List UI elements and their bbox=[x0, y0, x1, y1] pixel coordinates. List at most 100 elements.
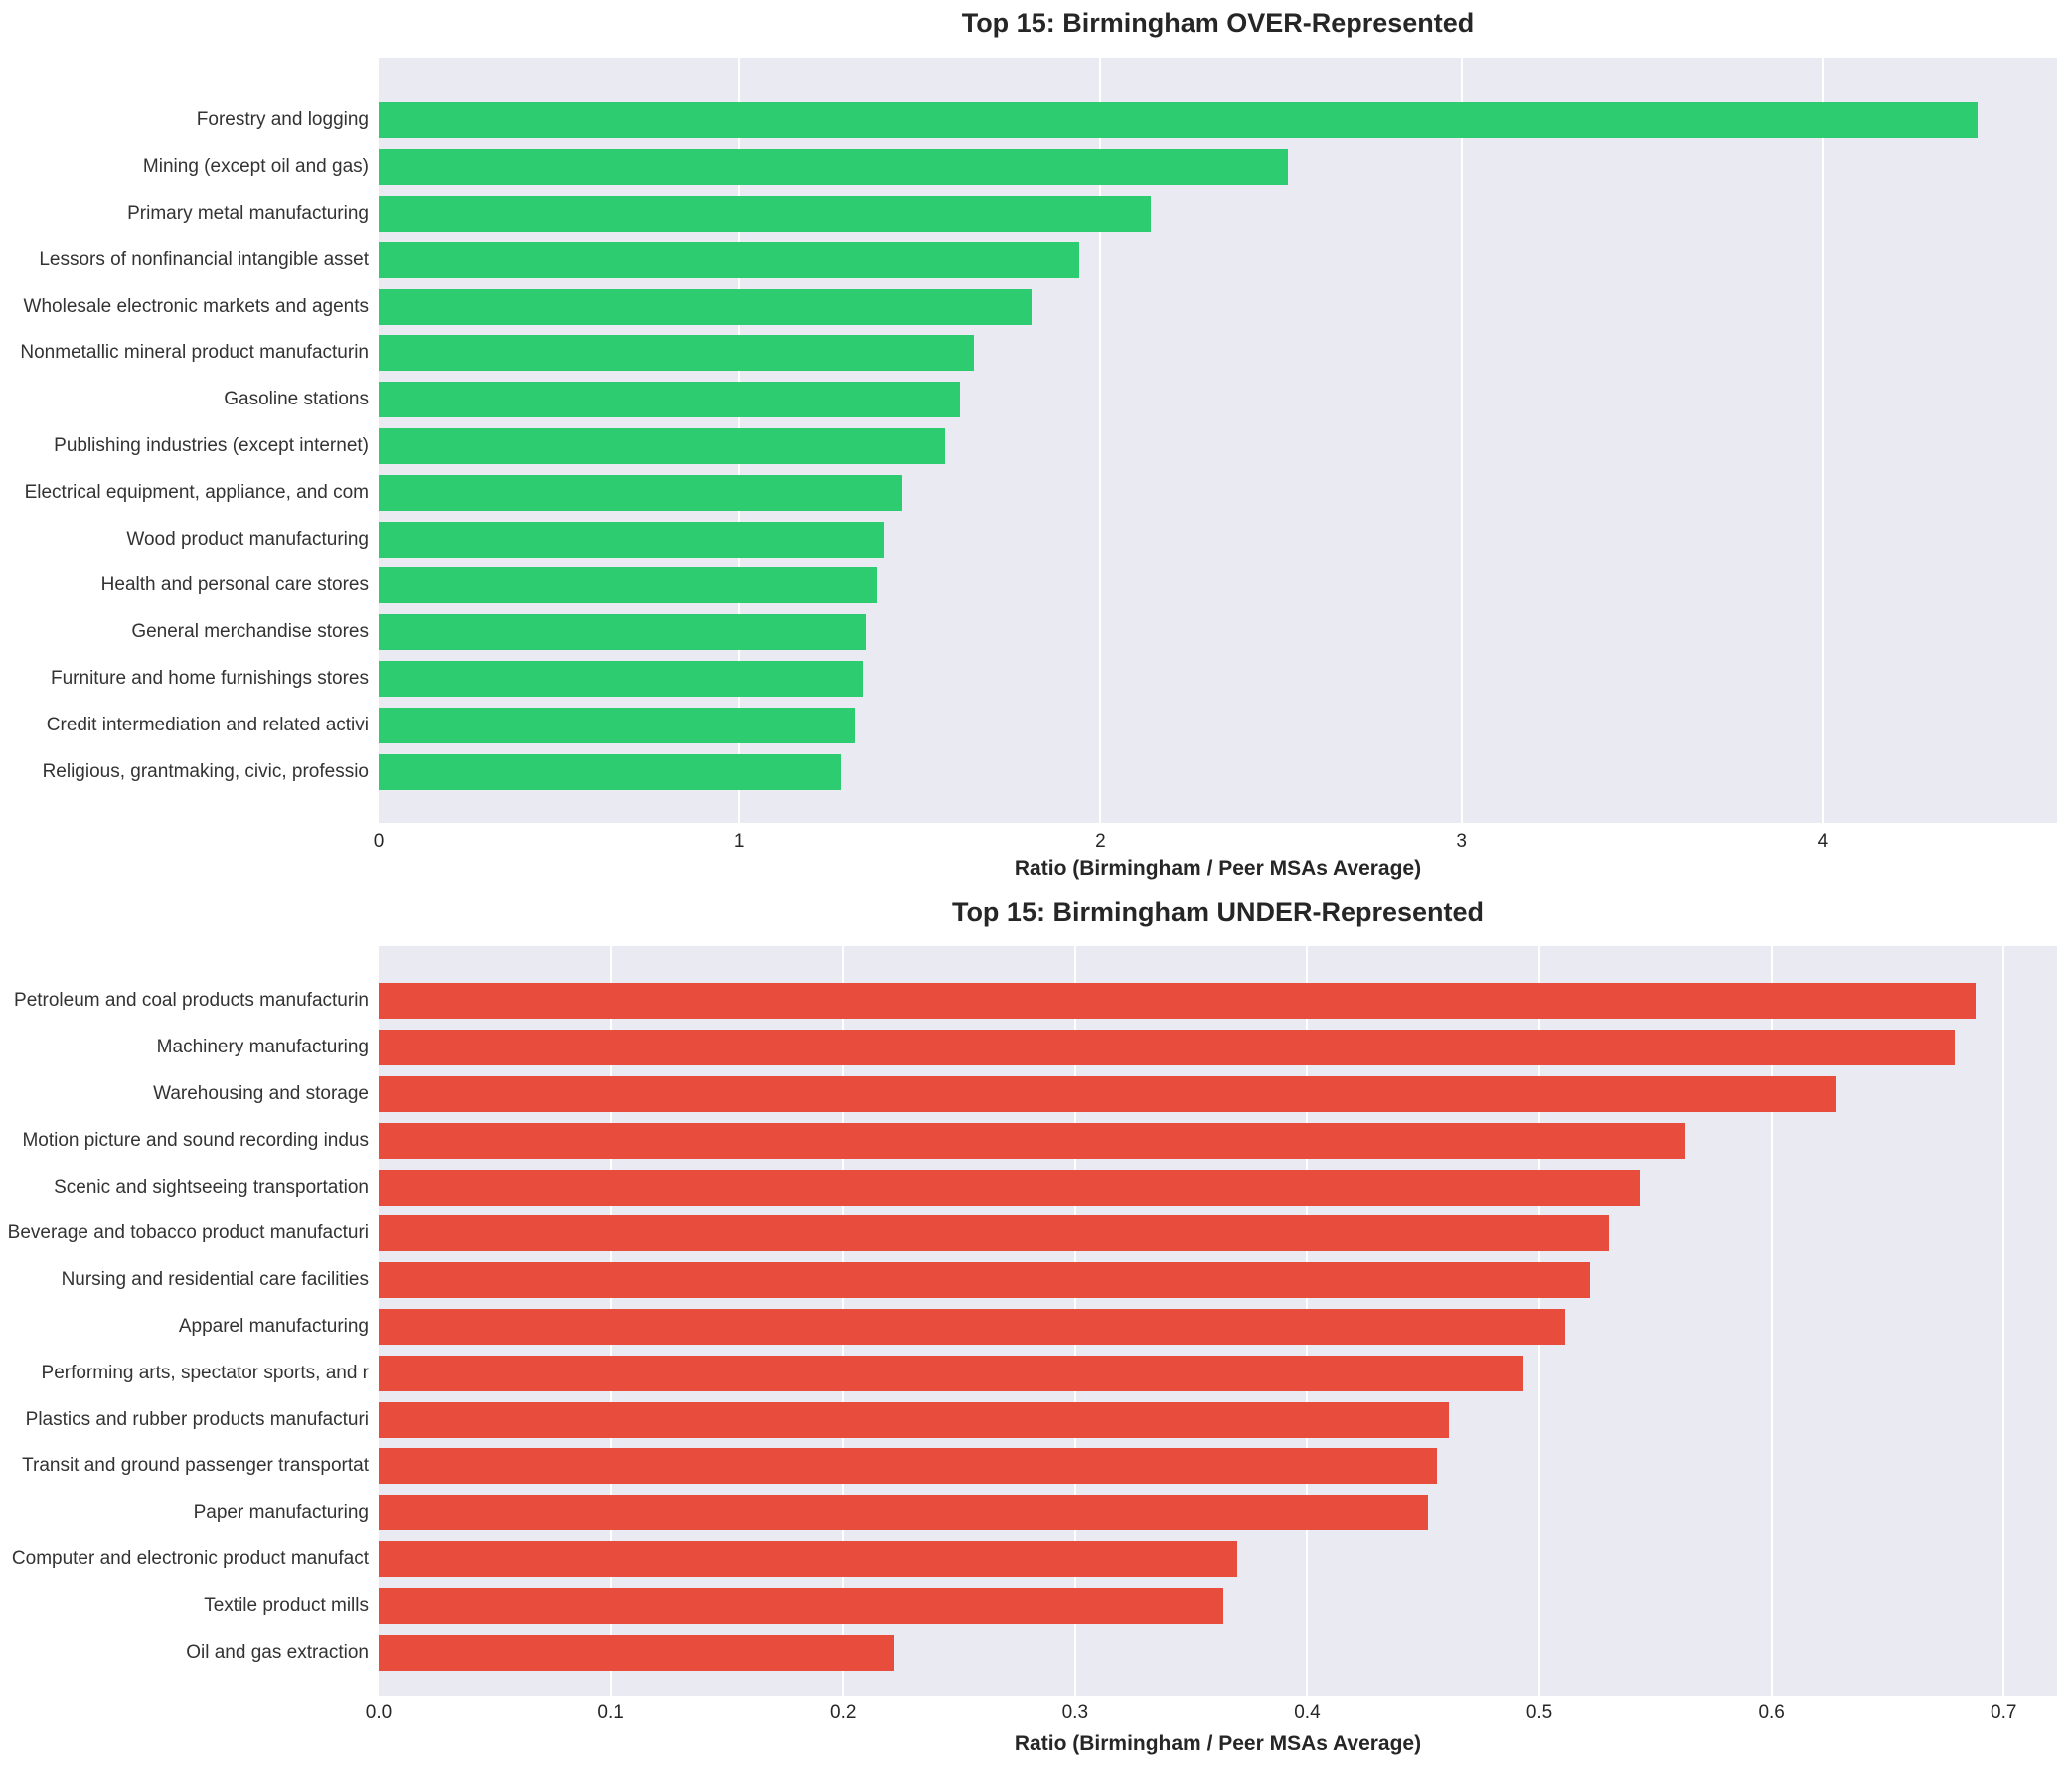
bar-track bbox=[379, 1350, 2057, 1396]
bar bbox=[379, 474, 902, 511]
bar-row: Lessors of nonfinancial intangible asset bbox=[0, 237, 2057, 283]
bar-row: Wholesale electronic markets and agents bbox=[0, 283, 2057, 330]
category-label: Oil and gas extraction bbox=[186, 1641, 369, 1663]
bar-track bbox=[379, 563, 2057, 609]
bar-row: Credit intermediation and related activi bbox=[0, 702, 2057, 748]
bar-row: Apparel manufacturing bbox=[0, 1304, 2057, 1351]
bar-track bbox=[379, 191, 2057, 238]
bar bbox=[379, 1262, 1591, 1299]
category-label: Plastics and rubber products manufacturi bbox=[25, 1408, 369, 1430]
bar-track bbox=[379, 656, 2057, 703]
bar-row: Furniture and home furnishings stores bbox=[0, 656, 2057, 703]
bar-row: General merchandise stores bbox=[0, 609, 2057, 656]
under-represented-chart: Top 15: Birmingham UNDER-Represented Pet… bbox=[0, 887, 2072, 1772]
gridline bbox=[1099, 58, 1102, 823]
bar-row: Computer and electronic product manufact bbox=[0, 1536, 2057, 1583]
category-label: Publishing industries (except internet) bbox=[54, 434, 369, 456]
bar-track bbox=[379, 283, 2057, 330]
chart-title: Top 15: Birmingham OVER-Represented bbox=[961, 8, 1475, 38]
bar bbox=[379, 195, 1152, 232]
x-tick-label: 0 bbox=[373, 831, 385, 852]
category-label: Paper manufacturing bbox=[193, 1502, 369, 1524]
category-label: Wood product manufacturing bbox=[126, 528, 369, 550]
bar-track bbox=[379, 1164, 2057, 1210]
bar-row: Warehousing and storage bbox=[0, 1071, 2057, 1118]
bar-row: Petroleum and coal products manufacturin bbox=[0, 978, 2057, 1025]
gridline bbox=[1821, 58, 1824, 823]
x-tick-label: 0.7 bbox=[1991, 1702, 2017, 1723]
bar-track bbox=[379, 377, 2057, 423]
category-label: Motion picture and sound recording indus bbox=[22, 1129, 369, 1151]
bar bbox=[379, 1169, 1640, 1206]
bar-track bbox=[379, 330, 2057, 377]
bar bbox=[379, 382, 960, 418]
bar-row: Electrical equipment, appliance, and com bbox=[0, 469, 2057, 516]
x-tick-label: 0.5 bbox=[1525, 1702, 1553, 1723]
bar-track bbox=[379, 237, 2057, 283]
x-tick-label: 2 bbox=[1095, 831, 1106, 852]
category-label: Primary metal manufacturing bbox=[127, 202, 369, 224]
x-axis-ticks: 0.0 0.1 0.2 0.3 0.4 0.5 0.6 0.7 bbox=[366, 1702, 2057, 1726]
bar-row: Plastics and rubber products manufacturi bbox=[0, 1396, 2057, 1443]
category-label: Machinery manufacturing bbox=[156, 1037, 369, 1058]
category-label: Gasoline stations bbox=[224, 389, 369, 410]
bar-row: Mining (except oil and gas) bbox=[0, 144, 2057, 191]
gridline bbox=[1770, 946, 1773, 1696]
gridline bbox=[1460, 58, 1463, 823]
bar-row: Gasoline stations bbox=[0, 377, 2057, 423]
bar-track bbox=[379, 609, 2057, 656]
category-label: Electrical equipment, appliance, and com bbox=[24, 481, 369, 503]
bar-track bbox=[379, 97, 2057, 144]
category-label: Performing arts, spectator sports, and r bbox=[41, 1362, 369, 1383]
bar bbox=[379, 1215, 1610, 1252]
category-label: Nursing and residential care facilities bbox=[61, 1269, 369, 1291]
bar bbox=[379, 1122, 1686, 1159]
x-tick-label: 0.1 bbox=[597, 1702, 624, 1723]
bar-track bbox=[379, 1629, 2057, 1676]
bar bbox=[379, 707, 856, 743]
bar bbox=[379, 1075, 1837, 1112]
bar-row: Scenic and sightseeing transportation bbox=[0, 1164, 2057, 1210]
x-axis-label: Ratio (Birmingham / Peer MSAs Average) bbox=[1014, 1732, 1422, 1755]
bar-track bbox=[379, 1210, 2057, 1257]
category-label: Apparel manufacturing bbox=[178, 1315, 369, 1337]
bar bbox=[379, 1030, 1956, 1066]
x-tick-label: 0.4 bbox=[1294, 1702, 1321, 1723]
bar-row: Beverage and tobacco product manufacturi bbox=[0, 1210, 2057, 1257]
bar-track bbox=[379, 516, 2057, 563]
bar bbox=[379, 427, 946, 464]
category-label: Health and personal care stores bbox=[100, 574, 369, 596]
gridline bbox=[2002, 946, 2005, 1696]
bar-track bbox=[379, 1536, 2057, 1583]
category-label: Furniture and home furnishings stores bbox=[51, 667, 369, 689]
x-tick-label: 1 bbox=[733, 831, 745, 852]
bar-track bbox=[379, 1443, 2057, 1490]
bar bbox=[379, 149, 1289, 186]
bar bbox=[379, 335, 975, 372]
bar-row: Publishing industries (except internet) bbox=[0, 423, 2057, 470]
bar bbox=[379, 1308, 1565, 1345]
bar-row: Machinery manufacturing bbox=[0, 1025, 2057, 1071]
bar-row: Oil and gas extraction bbox=[0, 1629, 2057, 1676]
over-represented-chart: Top 15: Birmingham OVER-Represented Fore… bbox=[0, 8, 2057, 880]
bar-row: Primary metal manufacturing bbox=[0, 191, 2057, 238]
category-label: Textile product mills bbox=[204, 1594, 369, 1616]
bar bbox=[379, 102, 1979, 139]
bar-track bbox=[379, 1025, 2057, 1071]
bar-track bbox=[379, 748, 2057, 795]
bar-row: Transit and ground passenger transportat bbox=[0, 1443, 2057, 1490]
bar bbox=[379, 1495, 1428, 1531]
bar-track bbox=[379, 144, 2057, 191]
x-tick-label: 0.0 bbox=[365, 1702, 393, 1723]
bar-track bbox=[379, 1257, 2057, 1304]
bar-row: Performing arts, spectator sports, and r bbox=[0, 1350, 2057, 1396]
bar-row: Paper manufacturing bbox=[0, 1490, 2057, 1536]
bar bbox=[379, 567, 877, 604]
category-label: Scenic and sightseeing transportation bbox=[54, 1176, 369, 1198]
bar bbox=[379, 983, 1977, 1020]
bar bbox=[379, 1540, 1238, 1577]
x-tick-label: 0.6 bbox=[1758, 1702, 1785, 1723]
bar bbox=[379, 660, 863, 697]
bar-track bbox=[379, 702, 2057, 748]
category-label: Beverage and tobacco product manufacturi bbox=[7, 1222, 369, 1244]
